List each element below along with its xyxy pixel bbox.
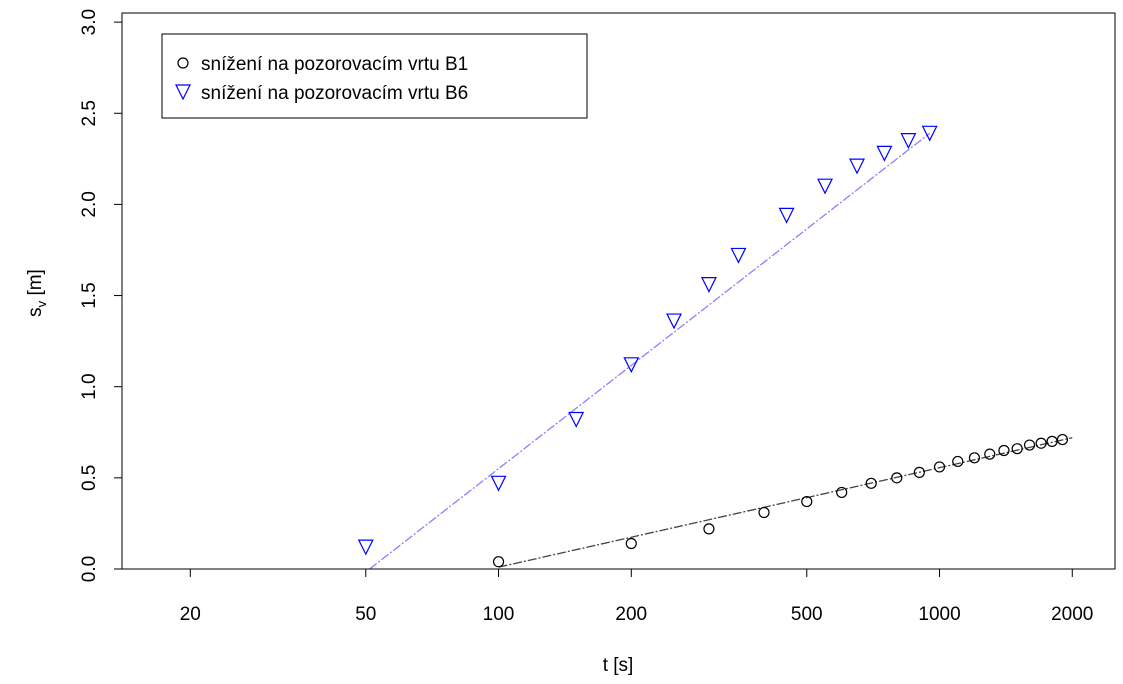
- data-point-b6: [817, 178, 833, 195]
- data-point-b6: [357, 539, 374, 556]
- data-point-b1: [891, 472, 903, 484]
- y-tick-label: 0.5: [79, 465, 100, 491]
- data-point-b6: [490, 475, 507, 492]
- legend-label-b6: snížení na pozorovacím vrtu B6: [201, 83, 468, 104]
- fit-line-b1: [498, 437, 1073, 568]
- data-markers: [357, 125, 1069, 568]
- data-point-b6: [849, 158, 865, 175]
- y-axis-label-subscript: v: [34, 300, 49, 307]
- data-point-b1: [625, 537, 637, 550]
- fit-line-b6: [369, 132, 931, 570]
- x-tick-label: 50: [355, 604, 376, 625]
- x-tick-label: 500: [791, 604, 823, 625]
- y-tick-label: 1.5: [79, 282, 100, 308]
- data-point-b1: [968, 452, 981, 464]
- data-point-b1: [703, 523, 715, 535]
- data-point-b1: [984, 448, 996, 460]
- x-tick-label: 200: [615, 604, 647, 625]
- data-point-b6: [921, 125, 938, 142]
- y-tick-label: 2.0: [79, 191, 100, 217]
- data-point-b1: [1023, 439, 1036, 451]
- data-point-b1: [913, 466, 925, 478]
- data-point-b6: [900, 133, 917, 149]
- data-point-b1: [865, 477, 877, 489]
- legend-box: [161, 33, 588, 119]
- legend-marker-b6: [175, 84, 191, 101]
- y-tick-label: 1.0: [79, 373, 100, 399]
- data-point-b1: [1035, 437, 1047, 449]
- y-axis-label-unit: [m]: [25, 269, 46, 301]
- y-tick-label: 0.0: [79, 556, 100, 582]
- data-point-b1: [801, 495, 813, 508]
- data-point-b6: [623, 357, 640, 374]
- x-tick-label: 100: [483, 604, 515, 625]
- x-axis-label: t [s]: [603, 655, 634, 676]
- data-point-b6: [730, 247, 747, 264]
- data-point-b1: [952, 455, 964, 468]
- axes: 20 50 100 200 500 1000 2000 0.0 0.5 1.0 1.5 2.0 2.5 3…: [79, 9, 1093, 625]
- data-point-b1: [1046, 435, 1058, 447]
- data-point-b6: [568, 411, 585, 428]
- data-point-b6: [666, 313, 682, 330]
- y-axis-label: sv [m]: [25, 269, 49, 317]
- data-point-b1: [836, 486, 848, 499]
- x-tick-label: 20: [180, 604, 201, 625]
- y-axis-label-main: s: [25, 307, 46, 317]
- legend: snížení na pozorovacím vrtu B1 snížení n…: [161, 33, 588, 119]
- data-point-b1: [492, 556, 505, 568]
- data-point-b1: [1011, 443, 1023, 455]
- y-tick-label: 2.5: [79, 100, 100, 126]
- data-point-b6: [778, 207, 795, 224]
- x-tick-label: 2000: [1051, 604, 1093, 625]
- data-point-b6: [700, 277, 717, 293]
- x-tick-label: 1000: [918, 604, 960, 625]
- data-point-b6: [876, 145, 893, 162]
- legend-label-b1: snížení na pozorovacím vrtu B1: [201, 54, 468, 75]
- data-point-b1: [1056, 433, 1069, 446]
- data-point-b1: [758, 506, 770, 519]
- fit-lines: [369, 132, 1073, 570]
- y-tick-label: 3.0: [79, 9, 100, 35]
- data-point-b1: [933, 461, 946, 473]
- plot-frame: [121, 12, 1116, 570]
- legend-marker-b1: [177, 57, 189, 69]
- data-point-b1: [998, 444, 1010, 457]
